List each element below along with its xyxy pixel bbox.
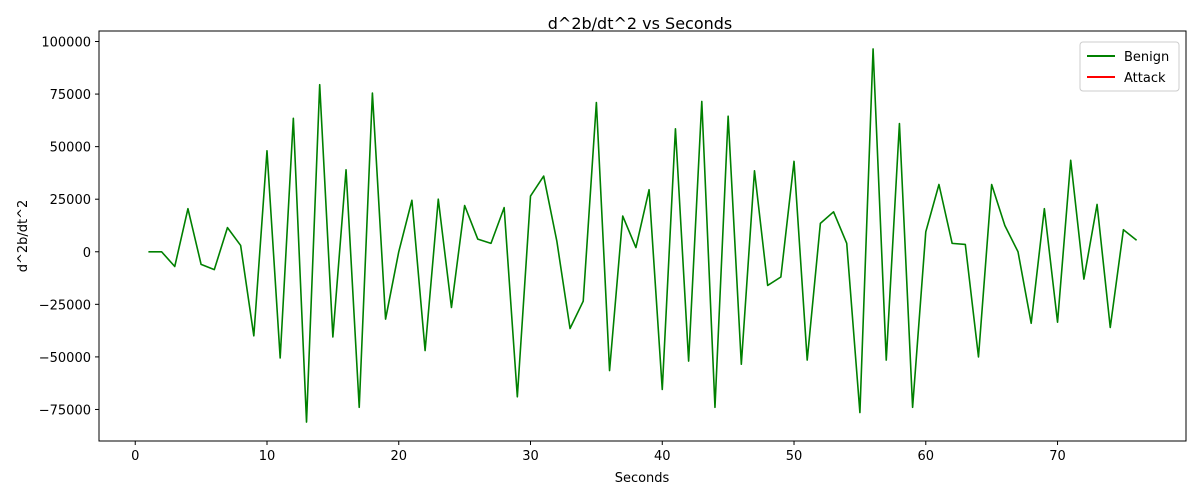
y-axis-ticks: −75000 −50000 −25000 0 25000 50000 75000 100000 bbox=[39, 36, 99, 418]
legend: Benign Attack bbox=[1079, 41, 1180, 92]
series-lines bbox=[148, 48, 1138, 423]
y-tick-label: 0 bbox=[83, 246, 91, 261]
x-tick-label: 30 bbox=[522, 449, 539, 464]
y-tick-label: 100000 bbox=[41, 36, 91, 51]
y-tick-label: 50000 bbox=[50, 141, 91, 156]
x-tick-label: 60 bbox=[918, 449, 935, 464]
x-tick-label: 40 bbox=[654, 449, 671, 464]
x-axis-label: Seconds bbox=[615, 471, 670, 486]
x-tick-label: 70 bbox=[1049, 449, 1066, 464]
x-tick-label: 0 bbox=[131, 449, 139, 464]
x-tick-label: 50 bbox=[786, 449, 803, 464]
y-tick-label: −25000 bbox=[39, 298, 91, 313]
x-tick-label: 10 bbox=[259, 449, 276, 464]
legend-label-benign: Benign bbox=[1124, 50, 1169, 65]
y-tick-label: 25000 bbox=[50, 193, 91, 208]
x-axis-ticks: 0 10 20 30 40 50 60 70 bbox=[131, 441, 1066, 464]
chart-title: d^2b/dt^2 vs Seconds bbox=[548, 14, 733, 33]
y-tick-label: −75000 bbox=[39, 403, 91, 418]
legend-box bbox=[1079, 41, 1180, 92]
x-tick-label: 20 bbox=[390, 449, 407, 464]
series-line-benign bbox=[148, 48, 1138, 423]
plot-area bbox=[98, 30, 1187, 442]
y-axis-label: d^2b/dt^2 bbox=[16, 200, 31, 273]
legend-label-attack: Attack bbox=[1124, 71, 1166, 86]
y-tick-label: −50000 bbox=[39, 351, 91, 366]
y-tick-label: 75000 bbox=[50, 88, 91, 103]
